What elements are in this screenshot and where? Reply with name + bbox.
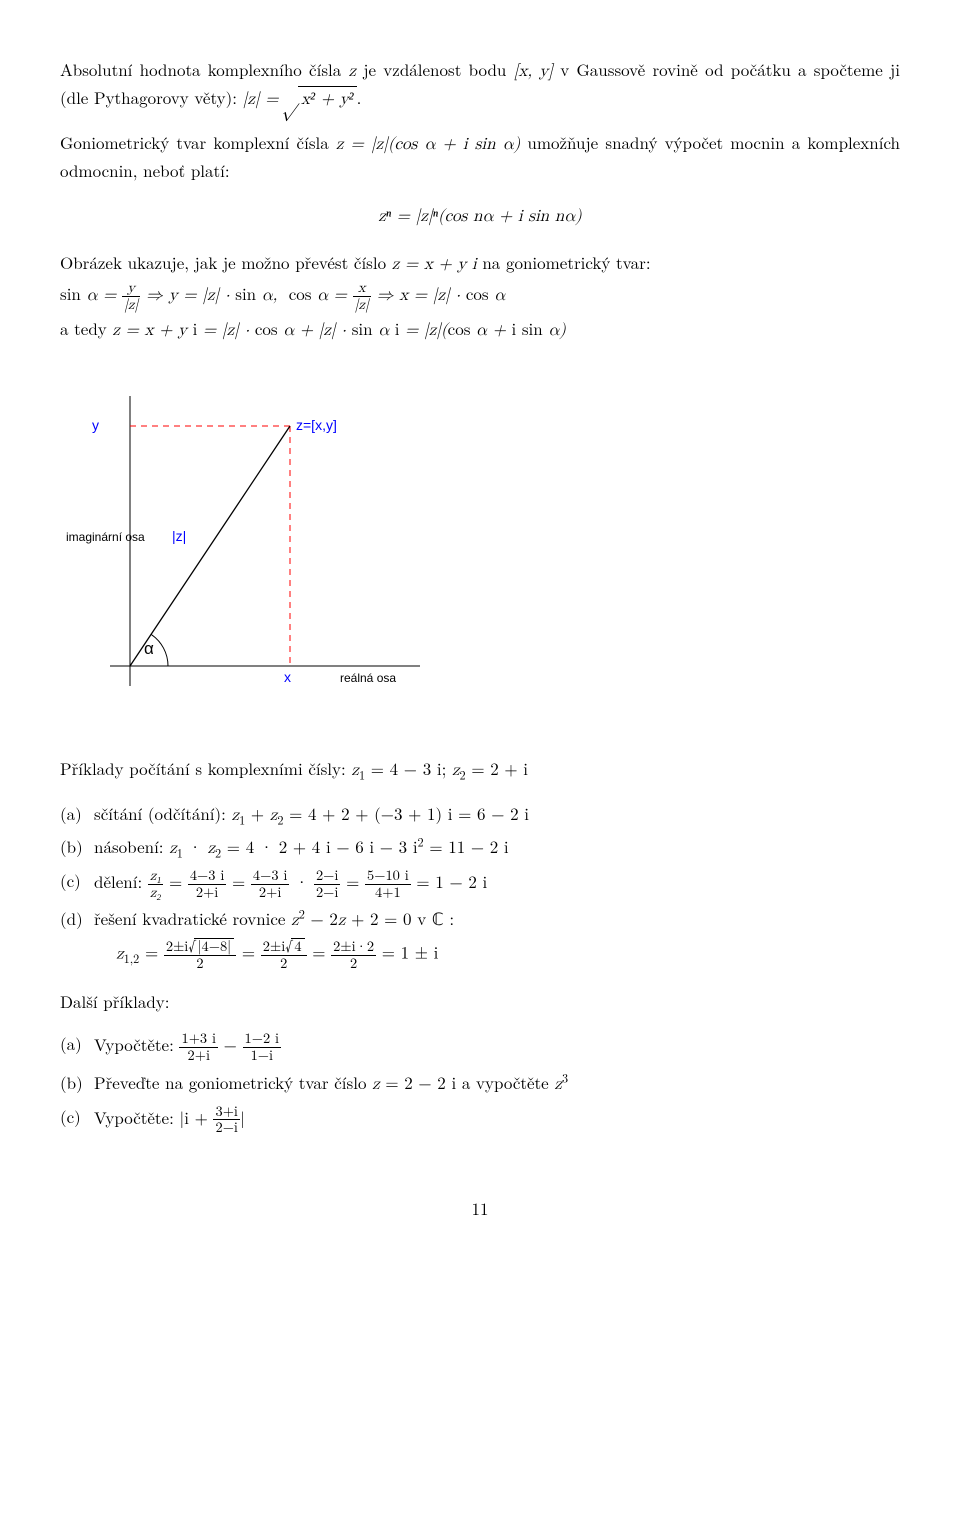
sqrt-icon: x² + y² — [284, 86, 357, 114]
eq: = — [242, 940, 261, 964]
frac-d: 2 — [261, 956, 307, 972]
example-c: dělení: z₁z₂ = 4−3 i2+i = 4−3 i2+i · 2−i… — [94, 868, 900, 901]
examples-heading: Příklady počítání s komplexními čísly: z… — [60, 756, 900, 784]
label: dělení: — [94, 869, 148, 893]
further-list: Vypočtěte: 1+3 i2+i − 1−2 i1−i Převeďte … — [60, 1031, 900, 1136]
paragraph-abs-val: Absolutní hodnota komplexního čísla z je… — [60, 57, 900, 113]
eq: z = |z|(cos α + i sin α) — [336, 136, 520, 153]
further-a: Vypočtěte: 1+3 i2+i − 1−2 i1−i — [94, 1031, 900, 1064]
frac-d: 1−i — [243, 1048, 282, 1064]
text: na goniometrický tvar: — [482, 250, 650, 274]
frac-d: z₂ — [150, 885, 161, 900]
svg-text:α: α — [144, 639, 154, 658]
further-c: Vypočtěte: |i + 3+i2−i| — [94, 1104, 900, 1137]
svg-text:|z|: |z| — [172, 528, 186, 544]
further-b: Převeďte na goniometrický tvar číslo z =… — [94, 1070, 900, 1098]
eq: = — [232, 869, 251, 893]
page-number: 11 — [60, 1196, 900, 1222]
label: Vypočtěte: |i + — [94, 1105, 213, 1129]
example-b: násobení: z1 · z2 = 4 · 2 + 4 i − 6 i − … — [94, 834, 900, 862]
frac-d: 2−i — [213, 1120, 239, 1136]
example-d: řešení kvadratické rovnice z2 − 2z + 2 =… — [94, 906, 900, 972]
frac-n: z₁ — [150, 868, 161, 883]
point: [x, y] — [514, 63, 553, 80]
svg-text:reálná osa: reálná osa — [340, 671, 396, 685]
sqrt-icon: |4−8| — [188, 938, 234, 955]
text: Goniometrický tvar komplexní čísla — [60, 130, 336, 154]
frac-d: 2 — [164, 956, 236, 972]
svg-text:z=[x,y]: z=[x,y] — [296, 417, 337, 433]
line-sin-cos: sin α = y|z| ⇒ y = |z| · sin α, cos α = … — [60, 280, 900, 313]
paragraph-figure-intro: Obrázek ukazuje, jak je možno převést čí… — [60, 250, 900, 278]
paragraph-trig-form: Goniometrický tvar komplexní čísla z = |… — [60, 130, 900, 183]
text: . — [357, 85, 362, 109]
further-examples-heading: Další příklady: — [60, 989, 900, 1015]
eq: = 1 ± i — [382, 940, 439, 964]
text: Absolutní hodnota komplexního čísla — [60, 57, 349, 81]
sqrt-icon: 4 — [285, 938, 304, 955]
eq: |z| = — [243, 91, 285, 108]
eq: z = x + y i — [392, 256, 477, 273]
dot: · — [295, 869, 314, 893]
minus: − — [224, 1032, 243, 1056]
radicand: x² + y² — [298, 86, 357, 113]
eq: = — [169, 869, 188, 893]
radicand: 4 — [291, 938, 304, 955]
example-list: sčítání (odčítání): z1 + z2 = 4 + 2 + (−… — [60, 801, 900, 972]
tail: | — [240, 1105, 245, 1129]
eq: = — [312, 940, 331, 964]
frac-d: 4+1 — [365, 885, 411, 901]
svg-text:x: x — [284, 669, 291, 685]
line-therefore: a tedy z = x + y i = |z| · cos α + |z| ·… — [60, 316, 900, 344]
eq: = 1 − 2 i — [416, 869, 487, 893]
frac-d: 2−i — [314, 885, 340, 901]
eq: = — [346, 869, 365, 893]
text: je vzdálenost bodu — [363, 57, 513, 81]
frac-n: 2±i — [166, 936, 188, 956]
svg-text:imaginární osa: imaginární osa — [66, 530, 145, 544]
frac-d: 2+i — [179, 1048, 218, 1064]
var-z: z — [349, 63, 357, 80]
example-a: sčítání (odčítání): z1 + z2 = 4 + 2 + (−… — [94, 801, 900, 829]
figure-svg: y z=[x,y] imaginární osa |z| α x reálná osa — [60, 386, 430, 716]
frac-d: 2+i — [188, 885, 227, 901]
radicand: |4−8| — [194, 938, 234, 955]
label: Vypočtěte: — [94, 1032, 179, 1056]
eq: zⁿ = |z|ⁿ(cos nα + i sin nα) — [378, 208, 582, 225]
frac-d: 2 — [331, 956, 376, 972]
gaussian-plane-figure: y z=[x,y] imaginární osa |z| α x reálná osa — [60, 386, 900, 723]
svg-text:y: y — [92, 417, 99, 433]
text: Obrázek ukazuje, jak je možno převést čí… — [60, 250, 392, 274]
frac-d: 2+i — [251, 885, 290, 901]
display-equation-power: zⁿ = |z|ⁿ(cos nα + i sin nα) — [60, 204, 900, 230]
